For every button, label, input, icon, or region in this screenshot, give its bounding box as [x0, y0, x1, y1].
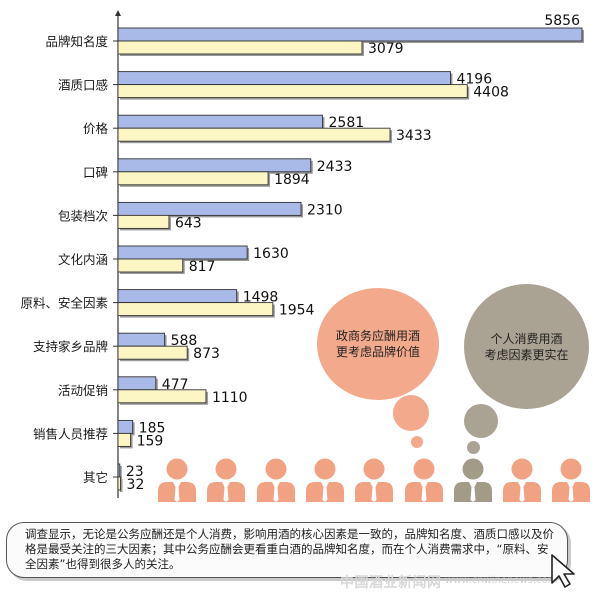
person-icon: [353, 458, 395, 506]
bar-value-label: 3079: [368, 41, 404, 57]
bar-value-label: 643: [175, 215, 202, 231]
bar-value-label: 1498: [243, 290, 279, 306]
category-label: 活动促销: [58, 383, 108, 398]
business-thought-dot-small: [411, 436, 423, 448]
bar: [117, 432, 132, 447]
personal-thought-dot-small: [467, 441, 480, 454]
bar: [117, 27, 583, 42]
person-icon: [501, 458, 543, 506]
summary-note-text: 调查显示，无论是公务应酬还是个人消费，影响用酒的核心因素是一致的，品牌知名度、酒…: [25, 527, 554, 571]
bar-value-label: 1110: [212, 390, 248, 406]
category-label: 销售人员推荐: [33, 426, 108, 441]
bar-value-label: 1894: [274, 172, 310, 188]
person-icon: [452, 458, 494, 506]
bar: [117, 171, 269, 186]
bar-value-label: 1630: [253, 246, 289, 262]
bar: [117, 71, 451, 86]
bar-value-label: 3433: [396, 128, 432, 144]
bar-value-label: 588: [171, 333, 198, 349]
personal-bubble-text: 个人消费用酒 考虑因素更实在: [484, 331, 569, 362]
bar: [117, 476, 121, 491]
category-label: 口碑: [83, 165, 108, 180]
person-icon: [205, 458, 247, 506]
bar: [117, 289, 238, 304]
bar: [117, 258, 184, 273]
summary-note: 调查显示，无论是公务应酬还是个人消费，影响用酒的核心因素是一致的，品牌知名度、酒…: [6, 522, 568, 578]
category-label: 品牌知名度: [45, 34, 108, 49]
bar-shadow: [120, 466, 122, 479]
bar-value-label: 185: [139, 420, 166, 436]
business-bubble-text: 政商务应酬用酒 更考虑品牌价值: [335, 329, 420, 359]
bar-value-label: 23: [126, 464, 144, 480]
category-label: 文化内涵: [58, 252, 108, 267]
business-bubble: 政商务应酬用酒 更考虑品牌价值: [317, 288, 439, 400]
bar-value-label: 2433: [317, 159, 353, 175]
person-icon: [156, 458, 198, 506]
category-label: 价格: [83, 121, 109, 136]
bar: [117, 376, 157, 391]
bar: [117, 214, 170, 229]
bar: [117, 389, 207, 404]
bar: [117, 419, 134, 434]
category-label: 酒质口感: [58, 78, 108, 93]
bar: [117, 84, 468, 99]
bar: [117, 302, 274, 317]
bar-value-label: 817: [189, 259, 216, 275]
y-axis-arrow: [115, 10, 121, 16]
bar: [117, 245, 248, 260]
personal-thought-dot-large: [464, 404, 498, 438]
cursor-icon: [551, 554, 575, 588]
bar-value-label: 32: [127, 477, 145, 493]
bar: [117, 158, 312, 173]
bar-value-label: 5856: [544, 13, 580, 29]
category-label: 原料、安全因素: [20, 296, 108, 311]
bar: [117, 127, 391, 142]
person-icon: [403, 458, 445, 506]
bar-value-label: 873: [193, 346, 220, 362]
bar-value-label: 2310: [307, 202, 343, 218]
bar-value-label: 4408: [473, 85, 509, 101]
bar-value-label: 4196: [456, 72, 492, 88]
category-label: 其它: [83, 470, 108, 485]
business-thought-dot-large: [393, 395, 429, 431]
bar-shadow: [120, 479, 123, 492]
bar-value-label: 159: [137, 433, 164, 449]
personal-bubble: 个人消费用酒 考虑因素更实在: [464, 284, 589, 409]
person-icon: [255, 458, 297, 506]
bar: [117, 332, 166, 347]
category-label: 包装档次: [58, 208, 108, 223]
watermark-url: www.cnwinenews.com: [445, 575, 558, 586]
bar: [117, 40, 363, 55]
bar: [117, 201, 302, 216]
bar-value-label: 2581: [329, 115, 365, 131]
bar: [117, 463, 121, 478]
bar: [117, 345, 188, 360]
person-icon: [550, 458, 592, 506]
bar-value-label: 1954: [279, 303, 315, 319]
person-icon: [304, 458, 346, 506]
category-label: 支持家乡品牌: [33, 339, 108, 354]
watermark-logo: 中国酒业新闻网: [340, 575, 442, 591]
bar-value-label: 477: [162, 377, 189, 393]
bar: [117, 114, 323, 129]
